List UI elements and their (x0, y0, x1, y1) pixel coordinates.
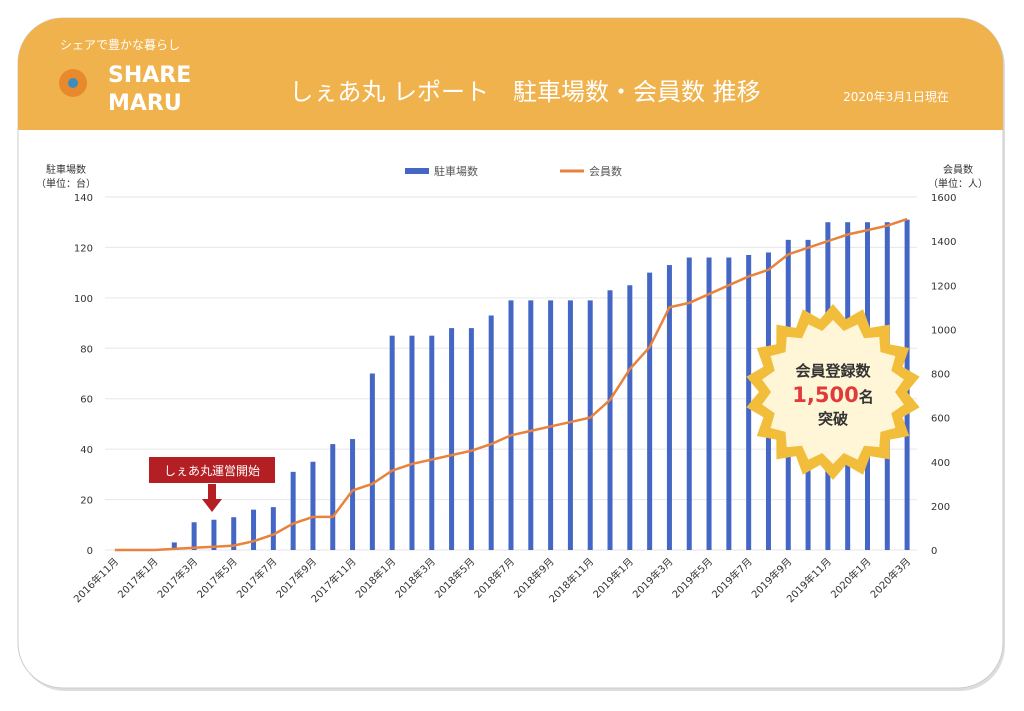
bar (290, 471, 296, 550)
y-tick-label: 0 (87, 546, 93, 557)
annotation-arrow (202, 499, 222, 512)
y-tick-label: 60 (80, 395, 93, 406)
bar (647, 272, 653, 550)
bar (587, 300, 593, 550)
tagline: シェアで豊かな暮らし (60, 38, 180, 52)
badge-line1: 会員登録数 (795, 362, 871, 380)
legend-swatch (405, 168, 429, 174)
bar (726, 257, 732, 550)
bar (171, 542, 177, 550)
legend-label: 駐車場数 (434, 164, 478, 178)
y2-tick-label: 1600 (931, 193, 956, 204)
annotation-text: しぇあ丸運営開始 (164, 464, 260, 478)
badge-unit: 名 (859, 388, 874, 406)
y2-axis-label: 会員数 (943, 163, 973, 176)
bar (211, 519, 217, 550)
y2-tick-label: 800 (931, 370, 950, 381)
bar (231, 517, 237, 550)
bar (429, 335, 435, 550)
y2-tick-label: 600 (931, 414, 950, 425)
y-axis-label: 駐車場数 (46, 163, 86, 176)
logo-text: MARU (108, 91, 182, 116)
annotation-arrow (208, 484, 216, 500)
bar (191, 522, 197, 550)
annotation-box (149, 457, 275, 483)
line (114, 217, 908, 552)
legend-label: 会員数 (589, 165, 622, 178)
bar (251, 509, 257, 550)
bar (686, 257, 692, 550)
bar (607, 290, 613, 550)
bar (350, 439, 356, 550)
header-title: しぇあ丸 レポート 駐車場数・会員数 推移 (289, 78, 760, 106)
bar (389, 335, 395, 550)
bar (528, 300, 534, 550)
y-tick-label: 80 (80, 344, 93, 355)
y-tick-label: 100 (74, 294, 93, 305)
y-tick-label: 40 (80, 445, 93, 456)
y2-tick-label: 0 (931, 546, 937, 557)
bar (508, 300, 514, 550)
y2-tick-label: 1000 (931, 325, 956, 336)
badge-inner (762, 320, 904, 464)
bar (746, 254, 752, 550)
y2-tick-label: 400 (931, 458, 950, 469)
bar (330, 444, 336, 550)
bar (310, 461, 316, 550)
y-tick-label: 20 (80, 496, 93, 507)
bar (468, 328, 474, 550)
bar (409, 335, 415, 550)
y2-tick-label: 1200 (931, 281, 956, 292)
badge-line2: 突破 (818, 410, 848, 428)
y2-axis-unit: （単位：人） (928, 177, 988, 190)
bar (627, 285, 633, 550)
bar (449, 328, 455, 550)
header-bar (18, 18, 1003, 130)
y-axis-unit: （単位：台） (36, 177, 96, 190)
logo-text: SHARE (108, 63, 191, 88)
bar (488, 315, 494, 550)
bar (369, 373, 375, 550)
y2-tick-label: 200 (931, 502, 950, 513)
bar (706, 257, 712, 550)
y-tick-label: 120 (74, 243, 93, 254)
y2-tick-label: 1400 (931, 237, 956, 248)
header-date: 2020年3月1日現在 (843, 90, 949, 104)
y-tick-label: 140 (74, 193, 93, 204)
bar (666, 265, 672, 550)
badge-number-value: 1,500 (792, 383, 858, 407)
bar (270, 507, 276, 550)
logo-dot (68, 78, 78, 88)
bar (567, 300, 573, 550)
badge-number: 1,500名 (792, 383, 873, 407)
